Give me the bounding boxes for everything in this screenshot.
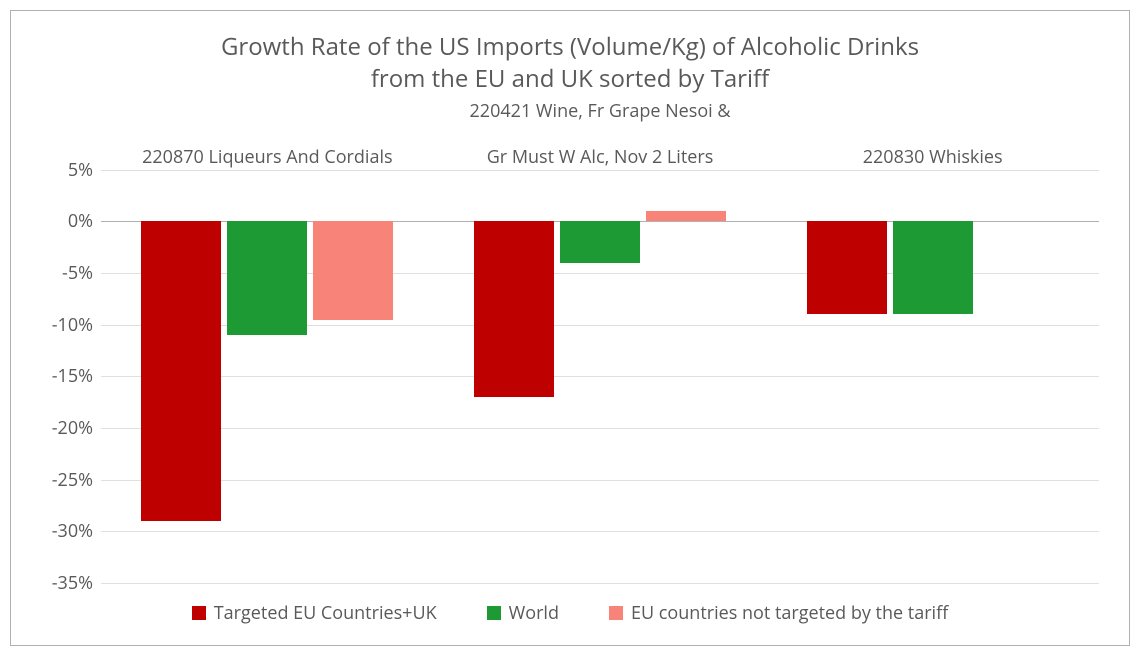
bar: [560, 221, 640, 262]
legend-swatch: [192, 606, 206, 620]
category-group: [101, 170, 434, 583]
category-label: 220421 Wine, Fr Grape Nesoi &Gr Must W A…: [434, 114, 767, 170]
plot-wrap: 5%0%-5%-10%-15%-20%-25%-30%-35% 220870 L…: [41, 114, 1099, 583]
category-group: [766, 170, 1099, 583]
y-axis: 5%0%-5%-10%-15%-20%-25%-30%-35%: [41, 114, 101, 583]
bar: [474, 221, 554, 397]
bar-slot: [313, 170, 393, 583]
y-tick-label: -5%: [62, 261, 93, 285]
legend-label: Targeted EU Countries+UK: [214, 601, 437, 625]
category-label-line1: 220421 Wine, Fr Grape Nesoi &: [444, 100, 757, 123]
y-tick-label: -25%: [52, 468, 93, 492]
bars-row: [101, 170, 1099, 583]
bar-slot: [893, 170, 973, 583]
category-group: [434, 170, 767, 583]
gridline: [101, 583, 1099, 584]
y-tick-label: -30%: [52, 519, 93, 543]
chart-frame: Growth Rate of the US Imports (Volume/Kg…: [10, 10, 1130, 646]
bar-slot: [646, 170, 726, 583]
category-label-line2: 220870 Liqueurs And Cordials: [111, 146, 424, 169]
category-label: 220870 Liqueurs And Cordials: [101, 114, 434, 170]
bar: [141, 221, 221, 521]
bar: [807, 221, 887, 314]
y-tick-label: 5%: [68, 158, 93, 182]
chart-title: Growth Rate of the US Imports (Volume/Kg…: [41, 31, 1099, 96]
y-tick-label: -10%: [52, 313, 93, 337]
legend-label: EU countries not targeted by the tariff: [631, 601, 948, 625]
plot-area: 220870 Liqueurs And Cordials 220421 Wine,…: [101, 114, 1099, 583]
y-tick-label: -15%: [52, 364, 93, 388]
bar-slot: [474, 170, 554, 583]
category-label-line2: Gr Must W Alc, Nov 2 Liters: [444, 146, 757, 169]
bar-slot: [807, 170, 887, 583]
bar-slot: [979, 170, 1059, 583]
category-label: 220830 Whiskies: [766, 114, 1099, 170]
category-label-line2: 220830 Whiskies: [776, 146, 1089, 169]
legend-label: World: [509, 601, 559, 625]
legend-item: EU countries not targeted by the tariff: [609, 601, 948, 625]
y-tick-label: -20%: [52, 416, 93, 440]
bar-slot: [560, 170, 640, 583]
bar: [227, 221, 307, 335]
chart-title-line1: Growth Rate of the US Imports (Volume/Kg…: [221, 30, 919, 63]
legend-item: World: [487, 601, 559, 625]
legend-item: Targeted EU Countries+UK: [192, 601, 437, 625]
legend: Targeted EU Countries+UK World EU countrie…: [41, 601, 1099, 625]
bar-slot: [227, 170, 307, 583]
bar: [893, 221, 973, 314]
chart-title-line2: from the EU and UK sorted by Tariff: [371, 62, 769, 95]
category-labels-row: 220870 Liqueurs And Cordials 220421 Wine,…: [101, 114, 1099, 170]
y-tick-label: -35%: [52, 571, 93, 595]
y-tick-label: 0%: [68, 209, 93, 233]
bar: [313, 221, 393, 319]
legend-swatch: [609, 606, 623, 620]
bar: [646, 211, 726, 221]
legend-swatch: [487, 606, 501, 620]
bar-slot: [141, 170, 221, 583]
